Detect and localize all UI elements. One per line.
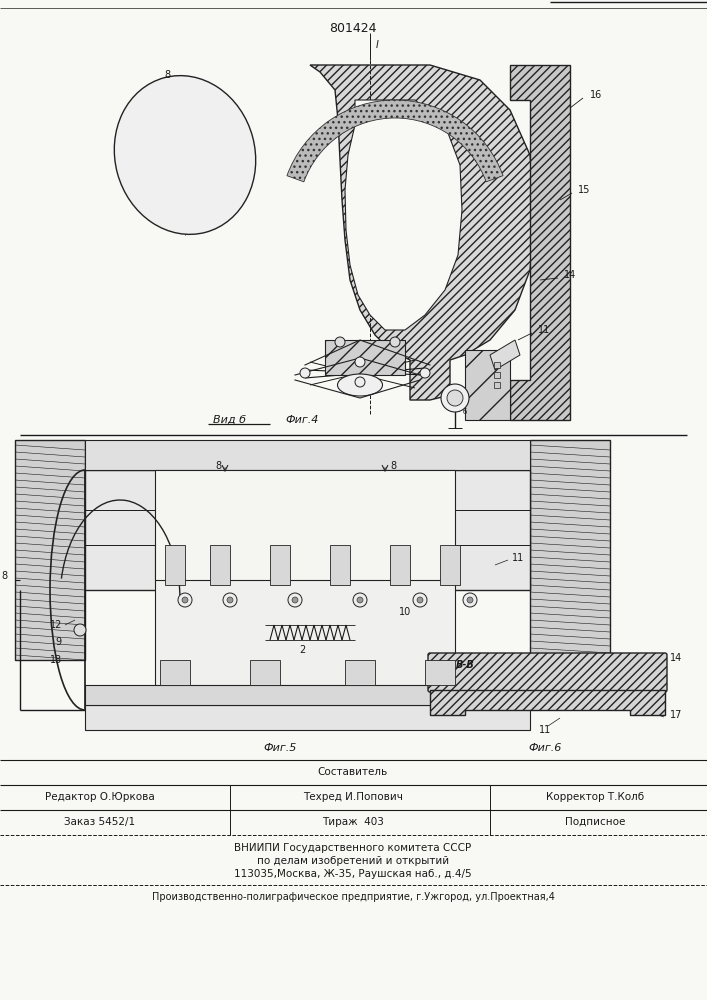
Bar bbox=[155, 545, 455, 695]
Text: Техред И.Попович: Техред И.Попович bbox=[303, 792, 403, 802]
Text: 8: 8 bbox=[215, 461, 221, 471]
Bar bbox=[210, 545, 230, 585]
Circle shape bbox=[390, 337, 400, 347]
Bar bbox=[160, 660, 190, 685]
Circle shape bbox=[413, 593, 427, 607]
Text: Фиг.6: Фиг.6 bbox=[528, 743, 561, 753]
Bar bbox=[494, 372, 500, 378]
Text: 14: 14 bbox=[670, 653, 682, 663]
Bar bbox=[85, 685, 530, 705]
Text: Фиг.5: Фиг.5 bbox=[263, 743, 297, 753]
Circle shape bbox=[74, 624, 86, 636]
Ellipse shape bbox=[441, 384, 469, 412]
Bar bbox=[155, 470, 455, 580]
Text: Фиг.4: Фиг.4 bbox=[285, 415, 318, 425]
Text: 17: 17 bbox=[670, 710, 682, 720]
Text: 12: 12 bbox=[49, 620, 62, 630]
Text: ВНИИПИ Государственного комитета СССР: ВНИИПИ Государственного комитета СССР bbox=[235, 843, 472, 853]
Text: 11: 11 bbox=[539, 725, 551, 735]
Bar bbox=[330, 545, 350, 585]
Bar bbox=[530, 440, 610, 660]
Text: Редактор О.Юркова: Редактор О.Юркова bbox=[45, 792, 155, 802]
Polygon shape bbox=[490, 340, 520, 370]
Circle shape bbox=[355, 357, 365, 367]
Text: Составитель: Составитель bbox=[318, 767, 388, 777]
Polygon shape bbox=[430, 690, 665, 715]
Bar bbox=[15, 440, 85, 660]
Text: 10: 10 bbox=[399, 607, 411, 617]
Polygon shape bbox=[345, 100, 462, 330]
Bar bbox=[270, 545, 290, 585]
Bar bbox=[440, 545, 460, 585]
Text: 2: 2 bbox=[299, 645, 305, 655]
Text: 11: 11 bbox=[512, 553, 524, 563]
Text: 15: 15 bbox=[578, 185, 590, 195]
Circle shape bbox=[420, 368, 430, 378]
Text: по делам изобретений и открытий: по делам изобретений и открытий bbox=[257, 856, 449, 866]
Text: В-В: В-В bbox=[455, 660, 474, 670]
Text: Тираж  403: Тираж 403 bbox=[322, 817, 384, 827]
FancyBboxPatch shape bbox=[428, 653, 667, 692]
Bar bbox=[390, 545, 410, 585]
Text: 13: 13 bbox=[49, 655, 62, 665]
Bar bbox=[85, 470, 530, 590]
Text: I: I bbox=[375, 40, 378, 50]
Text: 8: 8 bbox=[390, 461, 396, 471]
Bar bbox=[494, 362, 500, 368]
Circle shape bbox=[417, 597, 423, 603]
Circle shape bbox=[467, 597, 473, 603]
Circle shape bbox=[335, 337, 345, 347]
Circle shape bbox=[357, 597, 363, 603]
Text: 14: 14 bbox=[564, 270, 576, 280]
Polygon shape bbox=[510, 65, 570, 420]
Bar bbox=[425, 660, 455, 685]
Text: 801424: 801424 bbox=[329, 21, 377, 34]
Bar bbox=[85, 440, 530, 470]
Circle shape bbox=[288, 593, 302, 607]
Text: 11: 11 bbox=[538, 325, 550, 335]
Text: 16: 16 bbox=[590, 90, 602, 100]
Circle shape bbox=[292, 597, 298, 603]
Text: 113035,Москва, Ж-35, Раушская наб., д.4/5: 113035,Москва, Ж-35, Раушская наб., д.4/… bbox=[234, 869, 472, 879]
Bar bbox=[345, 660, 375, 685]
Text: Производственно-полиграфическое предприятие, г.Ужгород, ул.Проектная,4: Производственно-полиграфическое предприя… bbox=[151, 892, 554, 902]
Text: 8: 8 bbox=[2, 571, 8, 581]
Bar bbox=[250, 660, 280, 685]
Text: Корректор Т.Колб: Корректор Т.Колб bbox=[546, 792, 644, 802]
Bar bbox=[85, 705, 530, 730]
Text: Вид б: Вид б bbox=[214, 415, 247, 425]
Text: Подписное: Подписное bbox=[565, 817, 625, 827]
Circle shape bbox=[223, 593, 237, 607]
Circle shape bbox=[300, 368, 310, 378]
Wedge shape bbox=[287, 100, 503, 182]
Text: Заказ 5452/1: Заказ 5452/1 bbox=[64, 817, 136, 827]
Circle shape bbox=[355, 377, 365, 387]
Text: 8: 8 bbox=[164, 70, 170, 80]
Text: 9: 9 bbox=[56, 637, 62, 647]
Bar bbox=[165, 545, 185, 585]
Circle shape bbox=[182, 597, 188, 603]
Text: б: б bbox=[463, 409, 467, 415]
Bar bbox=[325, 340, 405, 375]
Ellipse shape bbox=[337, 374, 382, 396]
Polygon shape bbox=[465, 350, 510, 420]
Bar bbox=[494, 382, 500, 388]
Circle shape bbox=[463, 593, 477, 607]
Ellipse shape bbox=[115, 76, 256, 234]
Circle shape bbox=[227, 597, 233, 603]
Circle shape bbox=[353, 593, 367, 607]
Polygon shape bbox=[310, 65, 535, 400]
Ellipse shape bbox=[447, 390, 463, 406]
Circle shape bbox=[178, 593, 192, 607]
